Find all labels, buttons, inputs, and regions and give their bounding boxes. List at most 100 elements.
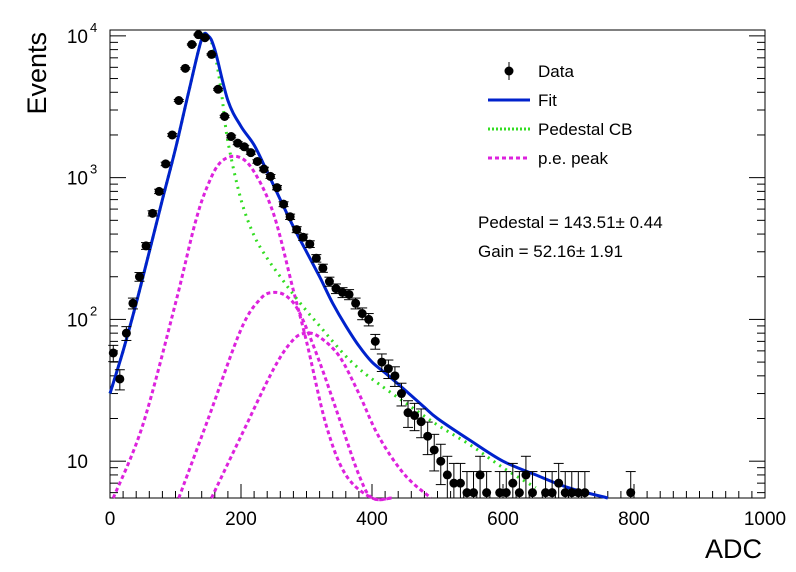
annotation-gain: Gain = 52.16± 1.91 [478, 242, 623, 261]
plot-frame [109, 29, 766, 499]
data-marker [580, 488, 590, 498]
data-marker [462, 488, 472, 498]
curve-p-e-peak-1 [111, 154, 392, 502]
data-marker [482, 488, 492, 498]
y-tick-label: 10 [67, 310, 88, 331]
data-point [114, 369, 125, 391]
legend-label: p.e. peak [538, 149, 608, 168]
data-point [304, 239, 315, 249]
data-marker [265, 171, 275, 181]
data-marker [383, 364, 393, 374]
data-point [206, 49, 217, 59]
data-marker [331, 284, 341, 294]
data-point [252, 156, 263, 166]
data-marker [567, 488, 577, 498]
data-marker [305, 239, 315, 249]
data-points [108, 30, 636, 499]
data-point [278, 199, 289, 209]
data-point [579, 471, 590, 499]
x-tick-label: 400 [356, 509, 388, 530]
data-point [409, 402, 420, 432]
data-point [520, 455, 531, 499]
data-marker [285, 212, 295, 222]
data-point [239, 142, 250, 152]
data-point [213, 84, 224, 94]
data-point [494, 471, 505, 499]
data-point [481, 471, 492, 499]
data-point [475, 455, 486, 499]
data-marker [495, 488, 505, 498]
data-marker [207, 49, 217, 59]
data-marker [148, 208, 158, 218]
data-marker [508, 478, 518, 488]
x-tick-label: 0 [105, 509, 116, 530]
data-point [501, 471, 512, 499]
data-point [317, 263, 328, 273]
minor-ticks [109, 35, 766, 498]
fit-curves [108, 31, 609, 502]
legend-label: Fit [538, 91, 557, 110]
data-point [173, 96, 184, 106]
data-point [127, 297, 138, 310]
data-point [396, 382, 407, 407]
data-marker [521, 470, 531, 480]
data-marker [626, 488, 636, 498]
data-marker [370, 336, 380, 346]
data-marker [187, 39, 197, 49]
data-point [219, 111, 230, 121]
data-point [167, 130, 178, 140]
data-marker [344, 289, 354, 299]
x-axis: 0 200 400 600 800 1000 [105, 509, 786, 530]
data-point [507, 462, 518, 499]
data-marker [469, 488, 479, 498]
data-marker [501, 488, 511, 498]
data-marker [541, 488, 551, 498]
y-tick-exponent: 3 [90, 162, 97, 177]
data-marker [351, 298, 361, 308]
data-point [416, 408, 427, 439]
data-point [324, 276, 335, 287]
data-marker [547, 488, 557, 498]
data-point [186, 39, 197, 49]
data-marker [174, 96, 184, 106]
data-marker [324, 277, 334, 287]
data-point [258, 164, 269, 174]
data-point [180, 63, 191, 73]
data-point [141, 241, 152, 251]
data-point [461, 471, 472, 499]
data-marker [226, 132, 236, 142]
y-tick-label: 10 [67, 452, 88, 473]
legend-item: Data [504, 62, 574, 81]
data-point [429, 433, 440, 472]
data-marker [416, 417, 426, 427]
data-marker [128, 298, 138, 308]
data-marker [279, 199, 289, 209]
x-tick-label: 800 [618, 509, 650, 530]
data-marker [213, 84, 223, 94]
data-point [370, 333, 381, 350]
legend-marker [504, 66, 514, 76]
data-marker [429, 445, 439, 455]
data-point [625, 471, 636, 499]
curve-fit [108, 31, 609, 500]
data-marker [377, 357, 387, 367]
data-marker [167, 130, 177, 140]
data-marker [298, 232, 308, 242]
data-marker [396, 389, 406, 399]
data-point [350, 297, 361, 310]
y-tick-label: 10 [67, 27, 88, 48]
data-marker [527, 488, 537, 498]
data-marker [357, 309, 367, 319]
data-marker [272, 183, 282, 193]
data-marker [200, 33, 210, 43]
data-marker [154, 186, 164, 196]
data-marker [514, 488, 524, 498]
data-marker [455, 478, 465, 488]
data-marker [560, 488, 570, 498]
annotation-pedestal: Pedestal = 143.51± 0.44 [478, 213, 663, 232]
x-tick-label: 200 [225, 509, 257, 530]
data-point [199, 33, 210, 43]
data-marker [259, 164, 269, 174]
data-marker [442, 470, 452, 480]
data-point [435, 443, 446, 486]
